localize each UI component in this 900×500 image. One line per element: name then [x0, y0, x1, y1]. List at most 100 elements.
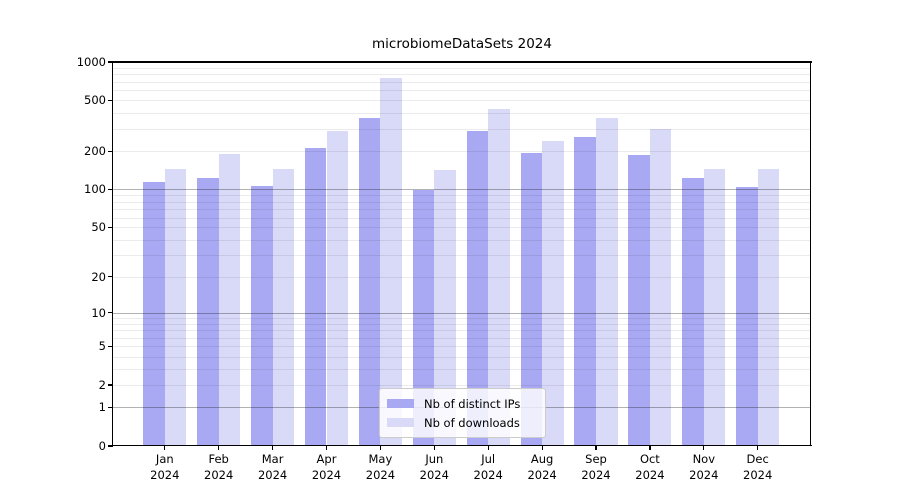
- x-tick-label-month: May: [368, 452, 393, 466]
- bar-distinct-ips-apr: [304, 148, 327, 446]
- x-tick-label-month: Aug: [530, 452, 554, 466]
- y-tick-label-1: 1: [98, 400, 106, 415]
- x-tick-label-aug: Aug 2024: [511, 451, 573, 483]
- y-tick-2: [108, 384, 113, 386]
- x-tick-label-apr: Apr 2024: [296, 451, 358, 483]
- bar-downloads-aug: [542, 141, 564, 446]
- gridline-minor-4: [113, 356, 811, 358]
- x-tick-sep: [595, 446, 597, 450]
- bar-downloads-jun: [434, 169, 456, 446]
- bar-distinct-ips-oct: [628, 154, 650, 446]
- x-tick-oct: [649, 446, 651, 450]
- axis-spine-right: [809, 61, 812, 447]
- x-tick-label-month: Jul: [481, 452, 496, 466]
- x-tick-label-year: 2024: [581, 468, 611, 482]
- gridline-minor-700: [113, 81, 811, 83]
- y-tick-500: [108, 99, 113, 102]
- x-tick-label-year: 2024: [473, 468, 503, 482]
- gridline-minor-800: [113, 74, 811, 76]
- x-tick-jun: [433, 446, 435, 450]
- bar-distinct-ips-may: [358, 117, 381, 446]
- y-tick-label-5: 5: [98, 339, 106, 354]
- x-tick-label-oct: Oct 2024: [619, 451, 681, 483]
- gridline-minor-6: [113, 337, 811, 339]
- bar-downloads-mar: [272, 168, 295, 446]
- gridline-minor-9: [113, 318, 811, 320]
- bar-distinct-ips-mar: [251, 186, 273, 446]
- y-tick-1: [108, 406, 113, 409]
- axis-spine-bottom: [112, 444, 812, 447]
- y-tick-50: [108, 226, 113, 229]
- x-tick-label-nov: Nov 2024: [673, 451, 735, 483]
- x-tick-label-year: 2024: [743, 468, 773, 482]
- y-tick-label-200: 200: [84, 144, 106, 159]
- x-tick-label-month: Nov: [692, 452, 716, 466]
- y-tick-1000: [108, 61, 113, 63]
- plot-area: [113, 62, 811, 446]
- x-tick-jul: [487, 446, 489, 450]
- x-tick-label-month: Dec: [746, 452, 769, 466]
- bar-downloads-jan: [164, 168, 187, 446]
- legend-label-downloads: Nb of downloads: [424, 415, 520, 430]
- x-tick-label-year: 2024: [635, 468, 665, 482]
- bar-distinct-ips-jun: [412, 190, 435, 446]
- x-tick-label-year: 2024: [311, 468, 342, 482]
- gridline-minor-80: [113, 201, 811, 203]
- y-tick-label-2: 2: [98, 377, 106, 392]
- legend-swatch-distinct-ips: [387, 399, 414, 408]
- x-tick-label-month: Feb: [208, 452, 229, 466]
- gridline-minor-50: [113, 227, 811, 229]
- chart-title: microbiomeDataSets 2024: [372, 36, 552, 52]
- gridline-minor-900: [113, 67, 811, 69]
- bar-distinct-ips-dec: [736, 186, 758, 446]
- bar-distinct-ips-sep: [574, 136, 596, 446]
- y-tick-label-1000: 1000: [76, 55, 106, 69]
- gridline-minor-500: [113, 100, 811, 102]
- bar-downloads-may: [380, 78, 402, 446]
- legend-label-distinct-ips: Nb of distinct IPs: [424, 396, 521, 411]
- x-tick-apr: [325, 446, 328, 450]
- bar-downloads-nov: [703, 169, 726, 446]
- y-tick-label-100: 100: [84, 182, 106, 197]
- gridline-minor-400: [113, 112, 811, 114]
- bar-distinct-ips-aug: [520, 152, 543, 446]
- bar-downloads-apr: [326, 131, 349, 446]
- bar-distinct-ips-feb: [197, 178, 219, 446]
- gridline-minor-5: [113, 346, 811, 348]
- y-tick-label-20: 20: [91, 269, 106, 284]
- y-tick-label-10: 10: [91, 305, 106, 320]
- x-tick-label-month: Mar: [261, 452, 284, 466]
- y-tick-0: [108, 445, 113, 447]
- gridline-minor-20: [113, 276, 811, 278]
- x-tick-label-may: May 2024: [349, 451, 411, 483]
- x-tick-aug: [541, 446, 543, 450]
- gridline-minor-7: [113, 330, 811, 332]
- y-tick-label-50: 50: [91, 220, 106, 235]
- gridline-major-10: [113, 312, 811, 314]
- gridline-minor-60: [113, 217, 811, 219]
- y-tick-200: [108, 150, 113, 152]
- y-tick-10: [108, 312, 113, 314]
- x-tick-label-month: Sep: [585, 452, 607, 466]
- x-tick-dec: [757, 446, 759, 450]
- legend-row-distinct-ips: Nb of distinct IPs: [387, 397, 545, 411]
- y-tick-20: [108, 276, 113, 278]
- gridline-minor-70: [113, 209, 811, 211]
- x-tick-label-month: Jan: [155, 452, 174, 466]
- x-tick-feb: [218, 446, 220, 450]
- y-tick-5: [108, 345, 113, 348]
- x-tick-label-year: 2024: [419, 468, 449, 482]
- legend-swatch-downloads: [387, 418, 414, 427]
- x-tick-may: [379, 446, 382, 450]
- y-tick-100: [108, 188, 113, 191]
- x-tick-label-year: 2024: [150, 468, 180, 482]
- x-tick-label-dec: Dec 2024: [727, 451, 789, 483]
- x-tick-jan: [164, 446, 166, 450]
- gridline-minor-3: [113, 368, 811, 370]
- legend-row-downloads: Nb of downloads: [387, 416, 545, 430]
- x-tick-label-mar: Mar 2024: [242, 451, 304, 483]
- x-tick-mar: [272, 446, 274, 450]
- bar-distinct-ips-jul: [466, 130, 489, 446]
- x-tick-label-year: 2024: [257, 468, 288, 482]
